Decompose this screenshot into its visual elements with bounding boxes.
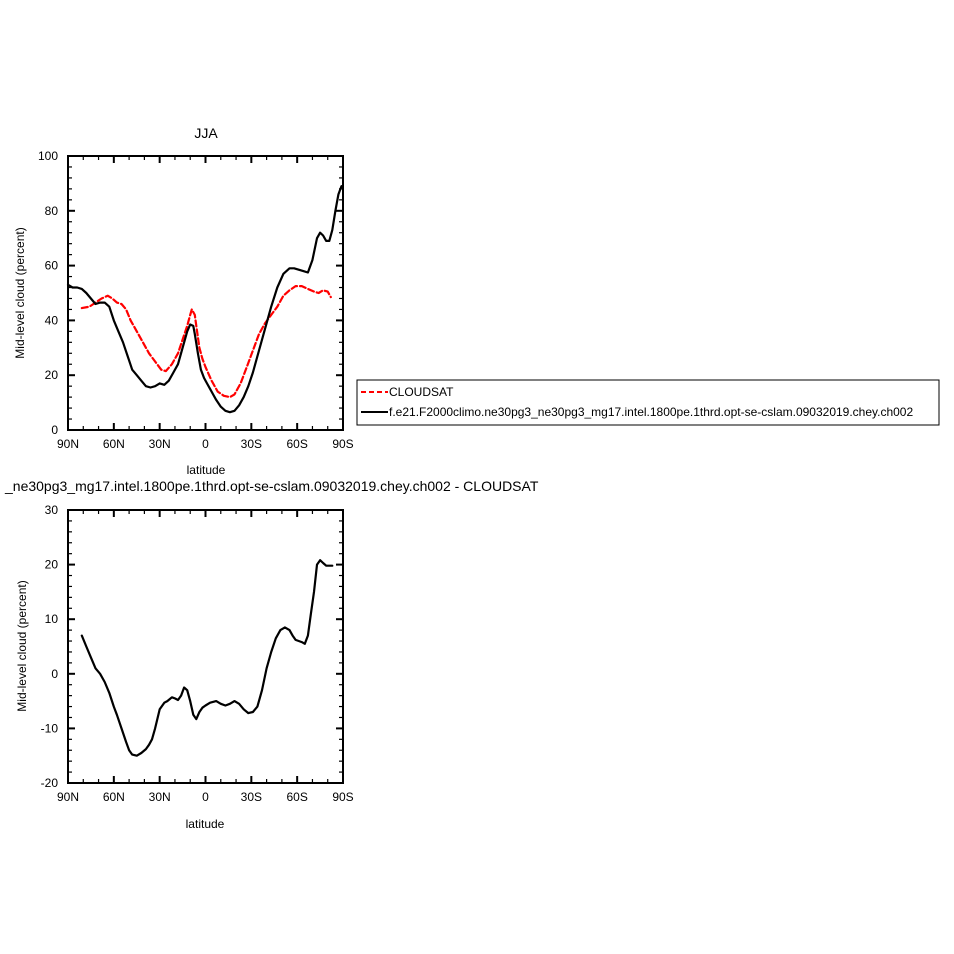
legend-label-model: f.e21.F2000climo.ne30pg3_ne30pg3_mg17.in… [389, 405, 913, 419]
legend-box [356, 379, 940, 426]
bottom-chart-title: _ne30pg3_mg17.intel.1800pe.1thrd.opt-se-… [4, 478, 539, 494]
bottom-series-line-0 [80, 559, 334, 757]
legend: CLOUDSAT f.e21.F2000climo.ne30pg3_ne30pg… [356, 379, 940, 426]
bottom-x-tick-label: 60S [286, 790, 307, 804]
bottom-x-tick-label: 30S [241, 790, 262, 804]
top-x-tick-label: 60N [103, 437, 125, 451]
bottom-y-tick-label: 20 [45, 558, 59, 572]
bottom-x-tick-label: 90N [57, 790, 79, 804]
top-y-tick-label: 40 [45, 313, 59, 327]
top-y-tick-label: 80 [45, 204, 59, 218]
top-x-axis-label: latitude [187, 463, 226, 477]
bottom-x-axis-label: latitude [186, 817, 225, 831]
bottom-y-tick-label: -20 [41, 776, 59, 790]
top-y-tick-label: 0 [51, 423, 58, 437]
top-x-tick-label: 90N [57, 437, 79, 451]
bottom-y-tick-label: 0 [51, 667, 58, 681]
bottom-panel: _ne30pg3_mg17.intel.1800pe.1thrd.opt-se-… [4, 478, 539, 831]
top-x-tick-label: 30S [241, 437, 262, 451]
top-x-tick-label: 90S [332, 437, 353, 451]
bottom-y-tick-label: 30 [45, 503, 59, 517]
top-y-tick-label: 20 [45, 368, 59, 382]
bottom-y-tick-label: -10 [41, 721, 59, 735]
bottom-y-tick-label: 10 [45, 612, 59, 626]
top-plot-area: 90N 60N 30N 0 30S 60S 90S 0 20 40 60 80 100 [38, 149, 354, 451]
top-x-tick-label: 60S [286, 437, 307, 451]
top-series-line-0 [80, 285, 332, 399]
top-x-tick-label: 30N [149, 437, 171, 451]
top-y-tick-label: 60 [45, 259, 59, 273]
top-y-axis-label: Mid-level cloud (percent) [13, 227, 27, 358]
bottom-x-tick-label: 60N [103, 790, 125, 804]
bottom-plot-frame [67, 509, 344, 784]
top-x-tick-label: 0 [202, 437, 209, 451]
bottom-x-tick-label: 30N [149, 790, 171, 804]
bottom-x-tick-label: 90S [332, 790, 353, 804]
top-panel: JJA 90N 60N 30N 0 30S 60S 90S 0 20 40 60 80 100 lati… [13, 125, 354, 477]
bottom-x-tick-label: 0 [202, 790, 209, 804]
top-y-tick-label: 100 [38, 149, 58, 163]
legend-label-cloudsat: CLOUDSAT [389, 385, 454, 399]
top-plot-frame [67, 155, 344, 431]
bottom-plot-area: 90N 60N 30N 0 30S 60S 90S -20 -10 0 10 20 30 [41, 503, 354, 804]
top-series-line-1 [66, 185, 343, 414]
top-chart-title: JJA [194, 125, 218, 141]
bottom-y-axis-label: Mid-level cloud (percent) [15, 580, 29, 711]
